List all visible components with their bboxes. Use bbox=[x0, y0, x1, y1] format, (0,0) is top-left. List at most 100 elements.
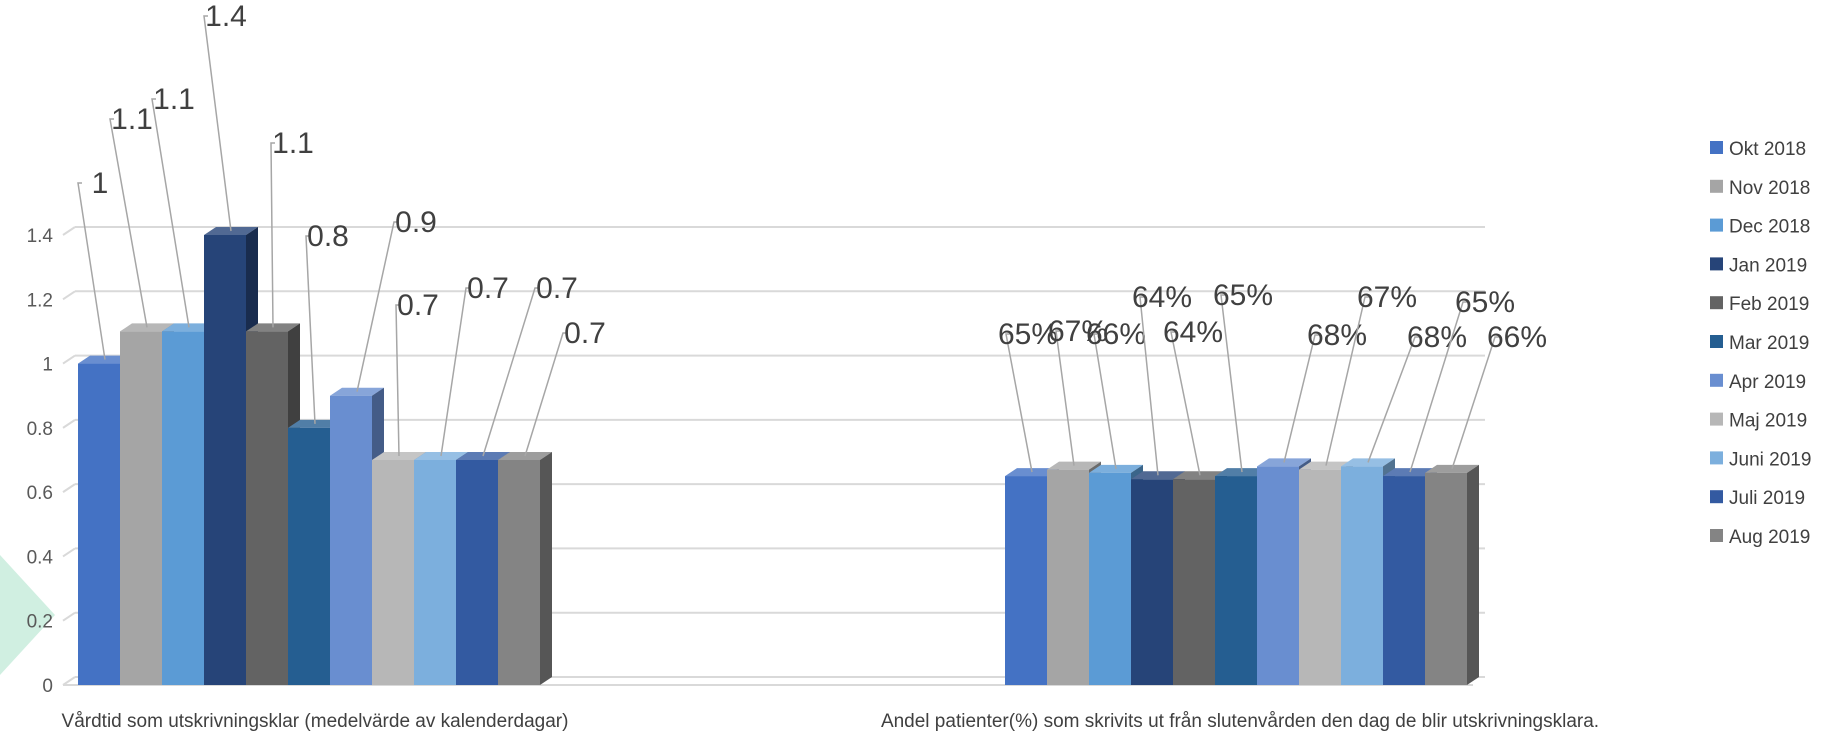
leader-line bbox=[356, 221, 398, 392]
data-label: 0.7 bbox=[536, 272, 578, 305]
data-label: 0.7 bbox=[564, 317, 606, 350]
data-label: 65% bbox=[1213, 279, 1273, 312]
legend-label: Maj 2019 bbox=[1729, 411, 1807, 432]
data-label: 1 bbox=[92, 167, 109, 200]
data-label: 68% bbox=[1307, 319, 1367, 352]
bar-front bbox=[1005, 476, 1047, 685]
bar-front bbox=[204, 235, 246, 685]
data-label: 65% bbox=[998, 318, 1058, 351]
legend-label: Juli 2019 bbox=[1729, 488, 1805, 509]
leader-line bbox=[395, 304, 400, 457]
legend-label: Okt 2018 bbox=[1729, 139, 1806, 160]
legend-item: Okt 2018 bbox=[1710, 139, 1806, 160]
bar-front bbox=[1341, 466, 1383, 685]
gridline-side bbox=[62, 290, 76, 301]
gridline-side bbox=[62, 226, 76, 236]
bar-front bbox=[1131, 479, 1173, 685]
y-tick-label: 0.6 bbox=[27, 483, 53, 504]
legend-item: Dec 2018 bbox=[1710, 217, 1810, 238]
leader-line bbox=[77, 182, 106, 360]
leader-line bbox=[270, 142, 275, 328]
data-label: 64% bbox=[1163, 316, 1223, 349]
y-tick-label: 0.8 bbox=[27, 419, 53, 440]
data-label: 67% bbox=[1357, 281, 1417, 314]
leader-line bbox=[109, 118, 148, 328]
gridline-side bbox=[62, 354, 76, 365]
leader-line bbox=[524, 332, 567, 457]
legend-swatch bbox=[1710, 335, 1723, 348]
data-label: 0.7 bbox=[467, 272, 509, 305]
legend-label: Feb 2019 bbox=[1729, 294, 1809, 315]
legend-swatch bbox=[1710, 141, 1723, 154]
data-label: 65% bbox=[1455, 286, 1515, 319]
legend-swatch bbox=[1710, 451, 1723, 465]
bar-front bbox=[1215, 476, 1257, 685]
bar-front bbox=[498, 460, 540, 685]
category-label: Andel patienter(%) som skrivits ut från … bbox=[881, 711, 1599, 732]
bar-front bbox=[1299, 469, 1341, 685]
leader-line bbox=[1139, 296, 1159, 476]
bar-aug-2019 bbox=[498, 452, 552, 685]
legend-swatch bbox=[1710, 529, 1723, 542]
leader-line bbox=[1220, 294, 1243, 473]
gridline-side bbox=[62, 547, 76, 558]
data-label: 0.8 bbox=[307, 220, 349, 253]
legend-label: Juni 2019 bbox=[1729, 449, 1811, 470]
legend-item: Juli 2019 bbox=[1710, 488, 1805, 509]
legend-item: Nov 2018 bbox=[1710, 178, 1810, 199]
leader-line bbox=[305, 235, 316, 424]
leader-line bbox=[151, 98, 190, 328]
bar-front bbox=[1257, 466, 1299, 685]
data-label: 64% bbox=[1132, 281, 1192, 314]
y-tick-label: 0 bbox=[42, 676, 53, 697]
bar-side bbox=[1467, 464, 1479, 685]
bar-front bbox=[1383, 476, 1425, 685]
bar-front bbox=[288, 427, 330, 685]
leader-line bbox=[203, 15, 232, 232]
data-label: 1.1 bbox=[111, 103, 153, 136]
legend-item: Jan 2019 bbox=[1710, 255, 1807, 276]
bar-side bbox=[540, 452, 552, 685]
legend-item: Feb 2019 bbox=[1710, 294, 1809, 315]
category-label: Vårdtid som utskrivningsklar (medelvärde… bbox=[62, 711, 569, 732]
legend-item: Mar 2019 bbox=[1710, 333, 1809, 354]
legend-item: Juni 2019 bbox=[1710, 449, 1811, 470]
bar-front bbox=[1089, 472, 1131, 685]
leader-line bbox=[1325, 296, 1369, 466]
legend-swatch bbox=[1710, 296, 1723, 310]
leader-line bbox=[1170, 331, 1201, 476]
bar-front bbox=[372, 460, 414, 685]
leader-line bbox=[1055, 330, 1075, 466]
legend-label: Apr 2019 bbox=[1729, 372, 1806, 393]
leader-line bbox=[1409, 301, 1467, 473]
legend-item: Apr 2019 bbox=[1710, 372, 1806, 393]
y-tick-label: 0.2 bbox=[27, 612, 53, 633]
data-label: 1.1 bbox=[272, 127, 314, 160]
bar-front bbox=[1173, 479, 1215, 685]
gridline-side bbox=[62, 676, 76, 686]
leader-line bbox=[440, 287, 470, 457]
legend-item: Maj 2019 bbox=[1710, 411, 1807, 432]
data-label: 1.1 bbox=[153, 83, 195, 116]
data-label: 1.4 bbox=[205, 0, 247, 33]
y-tick-label: 1 bbox=[42, 355, 53, 376]
data-label: 66% bbox=[1487, 321, 1547, 354]
gridline-side bbox=[62, 611, 76, 622]
legend-swatch bbox=[1710, 490, 1723, 504]
bar-front bbox=[162, 331, 204, 685]
y-tick-label: 1.2 bbox=[27, 290, 53, 311]
y-tick-label: 0.4 bbox=[27, 547, 54, 568]
gridline-side bbox=[62, 419, 76, 429]
gridline-side bbox=[62, 483, 76, 493]
legend-swatch bbox=[1710, 218, 1723, 232]
data-label: 0.9 bbox=[395, 206, 437, 239]
legend-swatch bbox=[1710, 412, 1723, 426]
data-label: 68% bbox=[1407, 321, 1467, 354]
data-label: 67% bbox=[1048, 315, 1108, 348]
legend-label: Mar 2019 bbox=[1729, 333, 1809, 354]
bar-front bbox=[414, 460, 456, 685]
bar-front bbox=[246, 331, 288, 685]
legend-label: Nov 2018 bbox=[1729, 178, 1810, 199]
bar-front bbox=[1047, 469, 1089, 685]
